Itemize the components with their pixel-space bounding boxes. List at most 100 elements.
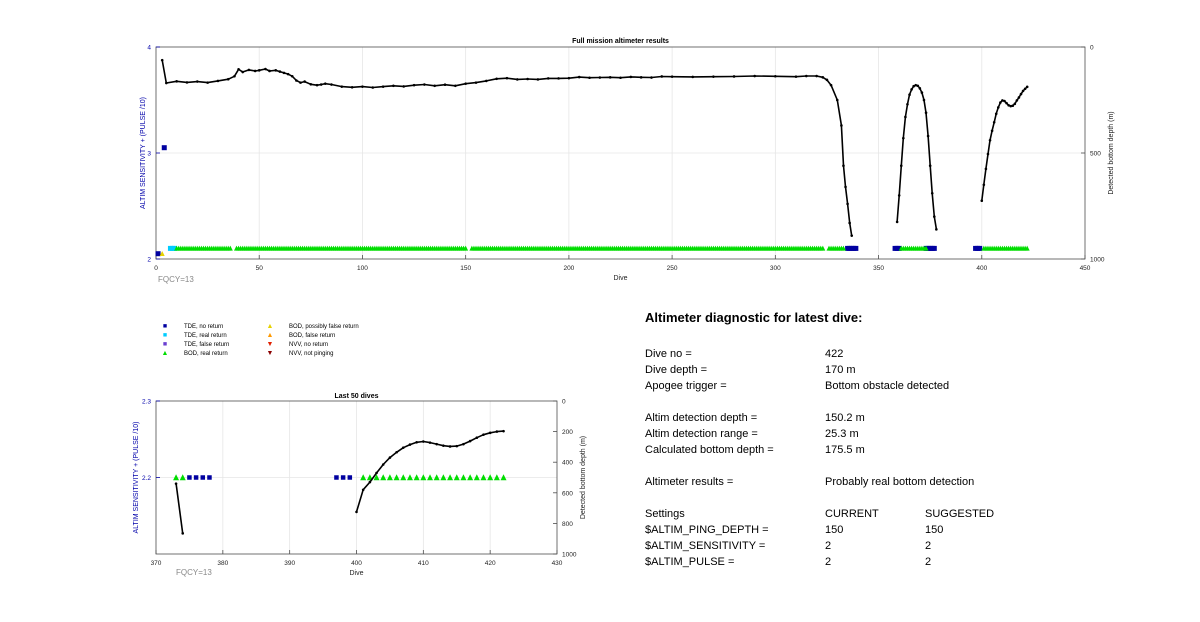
y-right-axis-label: Detected bottom depth (m) (580, 436, 587, 519)
ping-depth-suggested: 150 (925, 524, 944, 536)
depth-point (577, 75, 581, 79)
legend-swatch: ■ (162, 341, 168, 348)
depth-point (825, 78, 829, 82)
depth-point (323, 82, 327, 85)
depth-point (216, 79, 220, 83)
y-right-axis-label: Detected bottom depth (m) (1108, 111, 1115, 194)
marker-bod-real-return (473, 474, 480, 481)
depth-point (932, 215, 936, 218)
depth-point (920, 91, 924, 94)
x-axis-label: Dive (613, 275, 627, 282)
marker-bod-real-return (386, 474, 393, 481)
depth-point (895, 220, 899, 224)
depth-point (805, 74, 808, 78)
calculated-depth-label: Calculated bottom depth = (645, 444, 774, 456)
depth-point (1011, 104, 1015, 108)
depth-point (996, 106, 1000, 109)
marker-bod-real-return (487, 474, 494, 481)
depth-point (924, 111, 928, 115)
x-axis-label: Dive (349, 570, 363, 577)
marker-tde-no-return (200, 475, 206, 480)
depth-point (241, 70, 245, 74)
marker-bod-real-return (366, 474, 373, 481)
y-tick-label: 2.3 (142, 399, 151, 406)
diagnostic-title: Altimeter diagnostic for latest dive: (645, 310, 863, 325)
sensitivity-row: $ALTIM_SENSITIVITY = 2 2 (645, 538, 1165, 554)
depth-point (371, 86, 375, 89)
depth-point (988, 138, 992, 142)
x-tick-label: 50 (256, 265, 264, 272)
x-tick-label: 250 (667, 265, 678, 272)
x-tick-label: 380 (217, 560, 228, 567)
depth-point (1007, 104, 1010, 107)
detection-depth-row: Altim detection depth = 150.2 m (645, 410, 1165, 426)
marker-tde-no-return (340, 475, 346, 480)
marker-bod-possibly-false-return (159, 250, 165, 256)
depth-point (290, 74, 294, 78)
depth-point (454, 84, 457, 88)
legend-label: BOD, real return (184, 351, 228, 357)
depth-point (206, 81, 209, 84)
depth-point (315, 83, 319, 87)
depth-point (485, 79, 488, 83)
y-right-tick-label: 800 (562, 521, 573, 528)
legend-label: TDE, no return (184, 324, 224, 330)
depth-point (1023, 87, 1027, 91)
ping-depth-current: 150 (825, 524, 844, 536)
depth-point (495, 77, 498, 81)
depth-point (340, 85, 344, 88)
depth-point (388, 456, 392, 459)
depth-point (986, 152, 990, 156)
depth-line (896, 84, 938, 230)
depth-point (368, 480, 372, 484)
depth-point (546, 77, 550, 80)
depth-point (897, 194, 901, 197)
depth-point (842, 164, 845, 168)
depth-point (226, 77, 230, 81)
depth-point (1019, 92, 1023, 96)
marker-bod-real-return (360, 474, 367, 481)
x-tick-label: 390 (284, 560, 295, 567)
depth-point (295, 79, 298, 82)
marker-bod-real-return (433, 474, 440, 481)
depth-point (984, 167, 988, 171)
legend-swatch: ■ (162, 332, 168, 339)
legend-swatch: ▲ (266, 332, 274, 339)
y-right-tick-label: 200 (562, 429, 573, 436)
depth-point (774, 74, 777, 78)
suggested-header: SUGGESTED (925, 508, 995, 520)
depth-point (474, 81, 478, 84)
altimeter-diagnostic-panel: Altimeter diagnostic for latest dive: Di… (645, 310, 1165, 570)
depth-line (175, 483, 184, 534)
y-right-tick-label: 0 (562, 399, 566, 406)
depth-point (422, 440, 425, 443)
apogee-row: Apogee trigger = Bottom obstacle detected (645, 378, 1165, 394)
x-tick-label: 420 (485, 560, 496, 567)
chart-title: Last 50 dives (335, 393, 379, 400)
depth-point (691, 75, 695, 79)
depth-point (732, 75, 736, 78)
apogee-value: Bottom obstacle detected (825, 380, 950, 392)
depth-point (361, 85, 364, 88)
pulse-row: $ALTIM_PULSE = 2 2 (645, 554, 1165, 570)
y-right-tick-label: 500 (1090, 151, 1101, 158)
marker-bod-real-return (373, 474, 380, 481)
marker-bod-real-return (440, 474, 447, 481)
legend-item: ■ TDE, real return (160, 331, 227, 340)
legend-item: ▼ NVV, no return (265, 340, 329, 349)
dive-depth-row: Dive depth = 170 m (645, 362, 1165, 378)
detection-range-label: Altim detection range = (645, 428, 758, 440)
depth-point (930, 191, 934, 195)
x-tick-label: 400 (976, 265, 987, 272)
x-tick-label: 450 (1080, 265, 1091, 272)
depth-point (928, 164, 932, 168)
y-tick-label: 2 (147, 257, 151, 264)
marker-tde-no-return (931, 245, 937, 251)
depth-point (165, 81, 168, 85)
depth-point (330, 83, 333, 86)
current-header: CURRENT (825, 508, 879, 520)
settings-label: Settings (645, 508, 685, 520)
legend-swatch: ▼ (266, 341, 274, 348)
depth-point (1025, 85, 1029, 89)
